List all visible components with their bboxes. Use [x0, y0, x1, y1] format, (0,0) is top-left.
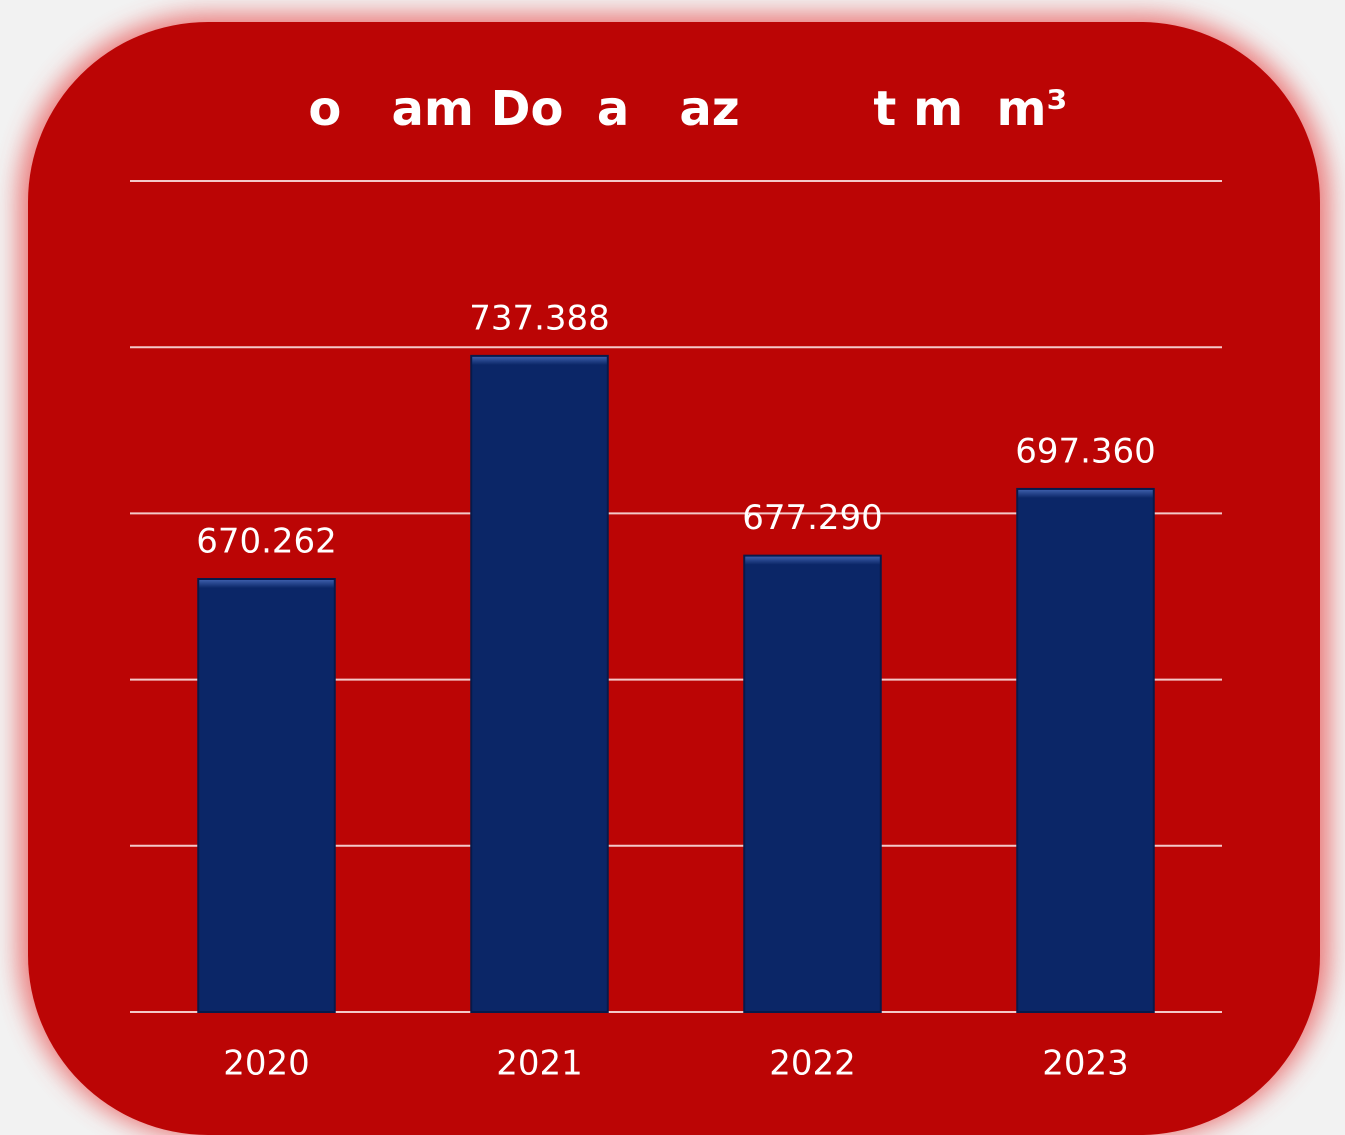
x-tick-label: 2020 — [223, 1044, 310, 1084]
bar — [197, 578, 336, 1013]
bar — [470, 354, 609, 1014]
data-label: 670.262 — [196, 522, 337, 562]
x-tick-label: 2021 — [496, 1044, 583, 1084]
bar-highlight — [1018, 489, 1153, 498]
bar-highlight — [199, 580, 334, 589]
bar-highlight — [745, 556, 880, 565]
data-label: 697.360 — [1015, 431, 1156, 471]
bar-highlight — [472, 356, 607, 365]
panel — [28, 22, 1320, 1135]
x-tick-label: 2022 — [769, 1044, 856, 1084]
data-label: 737.388 — [469, 298, 610, 338]
x-tick-label: 2023 — [1042, 1044, 1129, 1084]
data-label: 677.290 — [742, 498, 883, 538]
chart-title: o am Do a az t m m³ — [308, 81, 1067, 137]
bar — [1016, 487, 1155, 1013]
bar — [743, 554, 882, 1013]
